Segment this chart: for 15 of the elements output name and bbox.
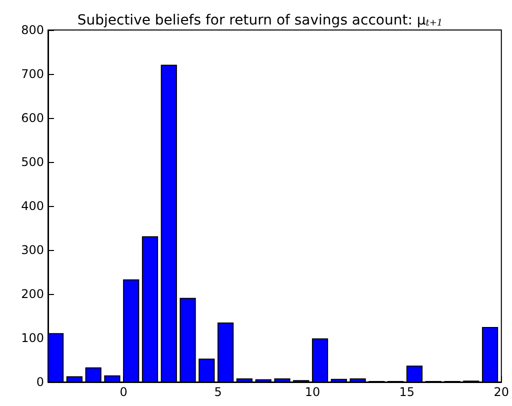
y-tick-label: 600: [21, 111, 44, 125]
chart-title: Subjective beliefs for return of savings account: μt+1: [77, 12, 443, 28]
y-tick-label: 400: [21, 199, 44, 213]
x-tick-label: 10: [304, 385, 320, 399]
y-tick-label: 500: [21, 155, 44, 169]
x-tick-label: 15: [399, 385, 415, 399]
x-tick-label: 20: [494, 385, 510, 399]
x-tick-label: 5: [214, 385, 222, 399]
x-tick-label: 0: [120, 385, 128, 399]
y-tick-label: 700: [21, 67, 44, 81]
y-tick-label: 0: [36, 375, 44, 389]
y-tick-label: 100: [21, 331, 44, 345]
y-tick-label: 200: [21, 287, 44, 301]
y-tick-label: 300: [21, 243, 44, 257]
y-tick-label: 800: [21, 23, 44, 37]
